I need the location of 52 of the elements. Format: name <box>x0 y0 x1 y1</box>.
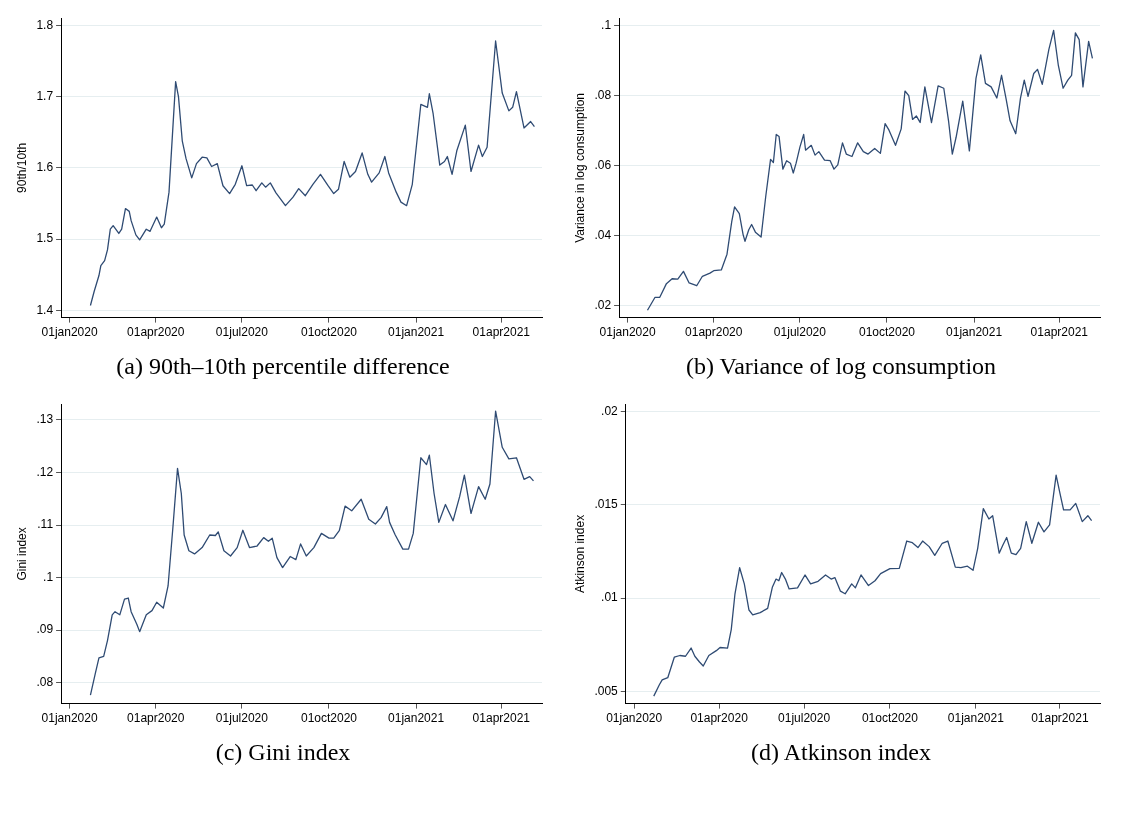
x-tick-label: 01oct2020 <box>858 325 915 340</box>
x-tick-label: 01apr2021 <box>1030 711 1089 726</box>
y-axis-title: Gini index <box>14 527 29 581</box>
y-tick-label: .08 <box>593 87 611 102</box>
text: (d) Atkinson index <box>751 739 931 766</box>
y-tick-label: .08 <box>35 674 53 689</box>
x-tick-label: 01apr2020 <box>689 711 748 726</box>
x-tick-label: 01apr2021 <box>1030 325 1088 340</box>
x-tick-label: 01jan2021 <box>387 325 444 340</box>
x-tick-label: 01jan2020 <box>605 711 663 726</box>
x-tick-label: 01oct2020 <box>861 711 918 726</box>
y-tick-label: .09 <box>35 622 53 637</box>
text: (b) Variance of log consumption <box>685 353 997 380</box>
x-tick-label: 01jul2020 <box>773 325 826 340</box>
y-tick-label: .015 <box>593 497 618 512</box>
text: (c) Gini index <box>215 739 351 766</box>
y-tick-label: .12 <box>35 464 53 479</box>
y-tick-label: .02 <box>593 297 611 312</box>
y-tick-label: .02 <box>600 403 618 418</box>
x-tick-label: 01apr2020 <box>684 325 743 340</box>
x-tick-label: 01jan2021 <box>387 711 444 726</box>
y-tick-label: .005 <box>593 683 618 698</box>
x-tick-label: 01apr2021 <box>472 711 530 726</box>
y-tick-label: .13 <box>35 412 53 427</box>
x-tick-label: 01apr2021 <box>472 325 530 340</box>
x-tick-label: 01jan2020 <box>41 325 98 340</box>
y-axis-title: Atkinson index <box>572 514 587 593</box>
x-tick-label: 01jan2021 <box>947 711 1004 726</box>
x-tick-label: 01apr2020 <box>126 711 185 726</box>
x-tick-label: 01jan2020 <box>599 325 656 340</box>
x-tick-label: 01jul2020 <box>215 711 268 726</box>
y-tick-label: .11 <box>36 517 53 532</box>
x-tick-label: 01oct2020 <box>300 711 357 726</box>
x-tick-label: 01jan2020 <box>41 711 98 726</box>
y-axis-title: Variance in log consumption <box>572 92 587 243</box>
text: (a) 90th–10th percentile difference <box>116 353 450 380</box>
y-tick-label: 1.8 <box>35 17 53 32</box>
x-tick-label: 01jul2020 <box>777 711 830 726</box>
y-tick-label: .1 <box>600 17 611 32</box>
x-tick-label: 01jan2021 <box>945 325 1002 340</box>
y-tick-label: 1.4 <box>35 302 53 317</box>
y-tick-label: .06 <box>593 157 611 172</box>
y-tick-label: 1.7 <box>35 88 53 103</box>
y-tick-label: 1.6 <box>35 160 53 175</box>
x-tick-label: 01apr2020 <box>126 325 185 340</box>
y-axis-title: 90th/10th <box>14 142 29 193</box>
y-tick-label: .1 <box>42 569 53 584</box>
y-tick-label: .01 <box>600 590 618 605</box>
x-tick-label: 01jul2020 <box>215 325 268 340</box>
y-tick-label: .04 <box>593 227 611 242</box>
x-tick-label: 01oct2020 <box>300 325 357 340</box>
y-tick-label: 1.5 <box>35 231 53 246</box>
